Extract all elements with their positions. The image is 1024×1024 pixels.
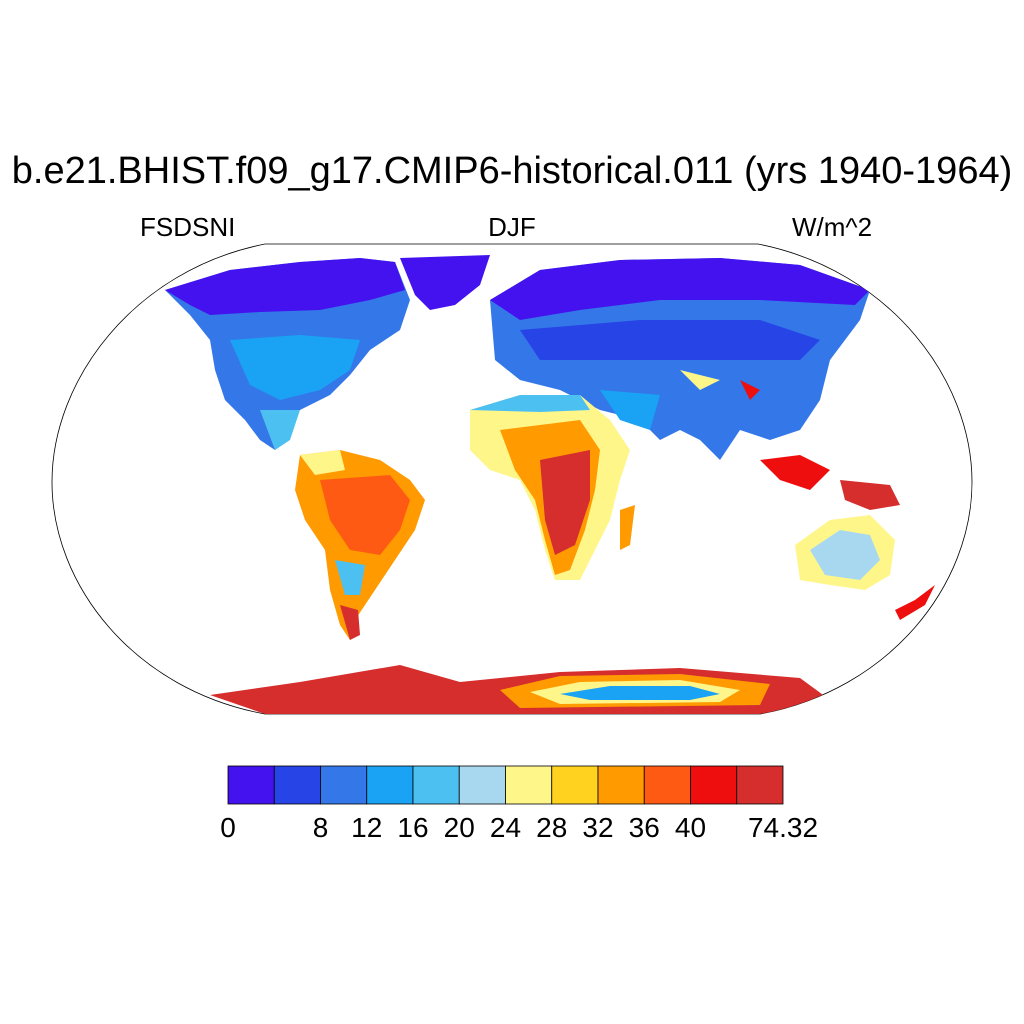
colorbar-swatch [551, 765, 599, 805]
north-america [165, 258, 410, 450]
colorbar-tick-label: 8 [312, 812, 329, 843]
antarctica [210, 665, 830, 714]
colorbar-tick-label: 28 [536, 812, 568, 843]
colorbar-tick-label: 36 [628, 812, 660, 843]
colorbar-swatch [412, 765, 460, 805]
colorbar-swatch [736, 765, 784, 805]
new-zealand [895, 585, 935, 620]
greenland [400, 255, 490, 310]
colorbar-swatch [320, 765, 368, 805]
colorbar-swatch [643, 765, 691, 805]
colorbar-swatch [458, 765, 506, 805]
colorbar-swatch [597, 765, 645, 805]
colorbar-tick-label: 24 [489, 812, 522, 843]
south-america [295, 450, 425, 640]
colorbar-tick-label: 32 [582, 812, 614, 843]
colorbar-tick-label: 74.32 [747, 812, 819, 843]
colorbar-swatch [505, 765, 553, 805]
colorbar-tick-label: 12 [351, 812, 383, 843]
africa [470, 395, 635, 580]
colorbar-tick-label: 16 [397, 812, 429, 843]
variable-label: FSDSNI [140, 212, 236, 242]
figure-title: b.e21.BHIST.f09_g17.CMIP6-historical.011… [11, 150, 1013, 192]
colorbar-swatch [690, 765, 738, 805]
colorbar-swatch [366, 765, 414, 805]
season-label: DJF [488, 212, 536, 242]
eurasia [490, 258, 870, 460]
colorbar-swatch [227, 765, 275, 805]
maritime-continent [760, 455, 900, 510]
australia [795, 515, 895, 590]
colorbar-swatch [273, 765, 321, 805]
units-label: W/m^2 [792, 212, 873, 242]
colorbar-tick-label: 0 [220, 812, 236, 843]
colorbar-tick-label: 20 [443, 812, 475, 843]
colorbar-tick-label: 40 [674, 812, 707, 843]
